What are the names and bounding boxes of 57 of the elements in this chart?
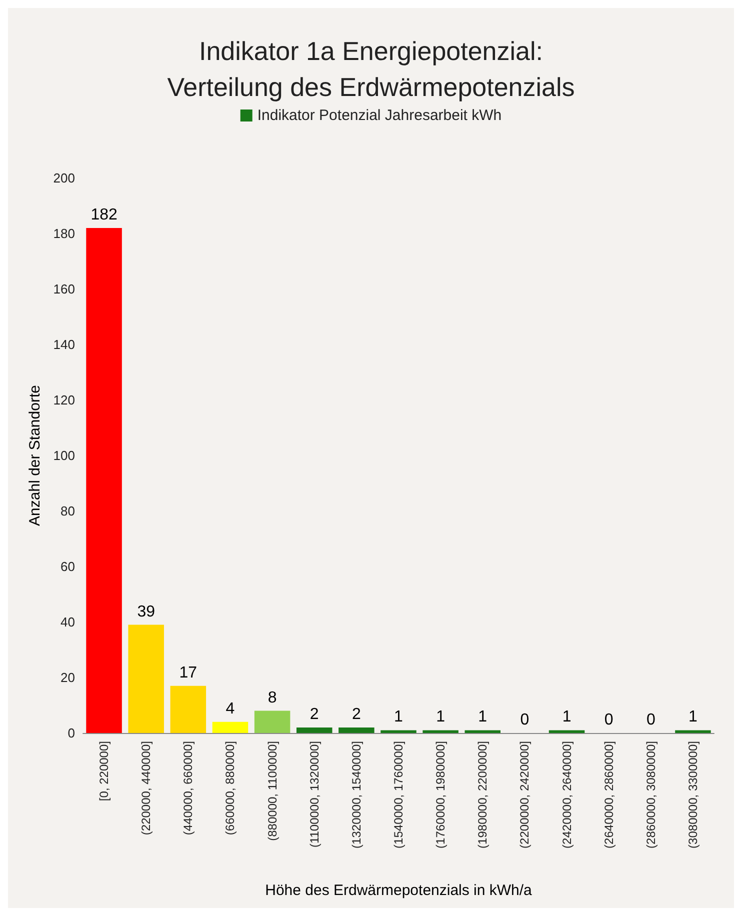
chart-title: Indikator 1a Energiepotenzial: Verteilung des Erdwärmepotenzials	[167, 36, 575, 102]
data-label: 182	[90, 206, 118, 224]
bar	[464, 730, 501, 733]
x-tick-label: [0, 220000]	[97, 741, 112, 802]
data-label: 39	[137, 603, 156, 620]
data-label: 1	[394, 708, 404, 726]
data-label: 4	[226, 700, 235, 718]
data-label: 1	[688, 708, 698, 726]
y-tick-label: 60	[60, 559, 75, 574]
y-tick-label: 180	[53, 226, 75, 241]
x-tick-label: (1760000, 1980000]	[434, 741, 448, 848]
bar	[675, 730, 711, 733]
y-tick-label: 100	[53, 448, 75, 463]
x-tick-label: (440000, 660000]	[181, 741, 196, 836]
bar	[86, 228, 122, 733]
x-tick-label: (880000, 1100000]	[265, 741, 280, 841]
data-label: 1	[562, 708, 572, 726]
data-label: 8	[268, 689, 277, 706]
bar	[380, 730, 416, 733]
y-tick-label: 200	[53, 170, 75, 186]
y-tick-label: 160	[53, 282, 75, 296]
x-tick-label: (2640000, 2860000]	[602, 741, 616, 848]
data-label: 17	[179, 664, 198, 682]
bar	[254, 710, 290, 733]
y-tick-label: 20	[60, 670, 75, 685]
x-tick-label: (1540000, 1760000]	[392, 741, 406, 848]
data-label: 1	[436, 708, 446, 726]
x-tick-label: (660000, 880000]	[223, 741, 238, 836]
y-tick-label: 80	[60, 504, 75, 518]
bar	[422, 730, 458, 733]
bar	[128, 624, 164, 733]
y-tick-label: 140	[53, 337, 75, 352]
data-label: 2	[352, 706, 361, 723]
bar	[212, 722, 248, 733]
x-tick-label: (2860000, 3080000]	[644, 741, 658, 848]
x-tick-label: (1320000, 1540000]	[349, 741, 364, 848]
x-tick-label: (3080000, 3300000]	[686, 741, 700, 848]
y-tick-label: 0	[68, 726, 75, 740]
bar	[170, 686, 206, 733]
data-label: 1	[478, 708, 488, 726]
x-tick-label: (1980000, 2200000]	[476, 741, 490, 848]
bar	[296, 727, 332, 733]
data-label: 0	[604, 712, 614, 728]
bar	[338, 727, 374, 733]
data-label: 0	[646, 712, 656, 728]
x-tick-label: (220000, 440000]	[139, 741, 154, 836]
x-axis-title: Höhe des Erdwärmepotenzials in kWh/a	[265, 882, 533, 899]
x-tick-label: (1100000, 1320000]	[307, 741, 322, 848]
y-tick-label: 120	[53, 392, 75, 408]
bar	[548, 730, 585, 733]
data-label: 2	[310, 706, 319, 723]
x-tick-label: (2200000, 2420000]	[518, 741, 532, 848]
data-label: 0	[520, 712, 530, 728]
y-axis-title: Anzahl der Standorte	[26, 385, 44, 526]
x-tick-label: (2420000, 2640000]	[560, 741, 574, 848]
legend-label: Indikator Potenzial Jahresarbeit kWh	[257, 107, 502, 124]
y-tick-label: 40	[60, 614, 75, 630]
